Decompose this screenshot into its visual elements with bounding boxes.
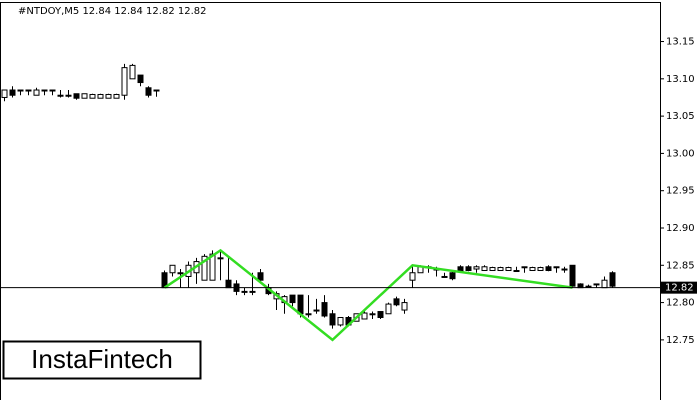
y-tick-label: 12.80 xyxy=(666,298,695,309)
candle-body xyxy=(217,257,224,260)
candle-body xyxy=(313,309,320,312)
candle-body xyxy=(73,93,80,99)
candle-body xyxy=(577,283,584,289)
candle-body xyxy=(249,290,256,293)
logo-box xyxy=(2,340,202,380)
candle-body xyxy=(241,290,248,293)
candle-body xyxy=(49,89,56,92)
candle-body xyxy=(89,93,96,99)
candle-body xyxy=(377,311,384,318)
candle-body xyxy=(505,267,512,272)
candle-body xyxy=(393,298,400,306)
candle-body xyxy=(297,294,304,315)
logo: InstaFintech xyxy=(31,344,173,374)
candle-body xyxy=(65,94,72,97)
candle-body xyxy=(569,264,576,287)
candle-body xyxy=(113,93,120,99)
candle-body xyxy=(97,93,104,99)
candle-body xyxy=(609,272,616,287)
candle-body xyxy=(465,266,472,272)
candle-body xyxy=(585,285,592,288)
candle-body xyxy=(489,267,496,272)
candle-body xyxy=(25,89,32,92)
candle-body xyxy=(121,67,128,96)
candle-body xyxy=(17,89,24,92)
candle-body xyxy=(329,313,336,326)
candle-body xyxy=(601,279,608,289)
candle-body xyxy=(441,275,448,278)
candle-body xyxy=(513,270,520,273)
chart-title: #NTDOY,M5 12.84 12.84 12.82 12.82 xyxy=(18,6,207,17)
candle-body xyxy=(145,87,152,96)
y-tick-label: 12.85 xyxy=(666,260,695,271)
candle-body xyxy=(449,272,456,280)
pattern-line xyxy=(163,248,573,342)
y-tick-label: 12.90 xyxy=(666,223,695,234)
candle-body xyxy=(169,264,176,274)
candle-body xyxy=(321,302,328,317)
candle-body xyxy=(137,74,144,84)
candle-body xyxy=(369,313,376,316)
candle-body xyxy=(305,313,312,316)
candle-body xyxy=(257,272,264,281)
candle-body xyxy=(401,302,408,311)
price-label-box xyxy=(661,281,697,294)
y-tick-label: 13.05 xyxy=(666,111,695,122)
candle-body xyxy=(9,89,16,96)
candle-body xyxy=(225,279,232,289)
candle-body xyxy=(57,94,64,97)
candle-body xyxy=(537,267,544,272)
candle-body xyxy=(153,89,160,92)
candle-body xyxy=(553,266,560,269)
candle-body xyxy=(529,267,536,272)
y-tick-label: 13.10 xyxy=(666,74,695,85)
candle-body xyxy=(209,253,216,281)
candle-body xyxy=(497,267,504,272)
candle-body xyxy=(473,266,480,270)
candle-body xyxy=(593,283,600,286)
plot-frame xyxy=(0,2,661,404)
candle-body xyxy=(105,93,112,99)
candle-body xyxy=(361,312,368,320)
candle-body xyxy=(545,266,552,272)
y-tick-label: 12.95 xyxy=(666,186,695,197)
y-tick-label: 12.75 xyxy=(666,335,695,346)
candle-body xyxy=(409,272,416,281)
y-tick-label: 13.15 xyxy=(666,37,695,48)
candle-body xyxy=(33,89,40,96)
candle-body xyxy=(177,272,184,275)
candle-body xyxy=(129,64,136,80)
candle-body xyxy=(385,303,392,315)
candle-body xyxy=(337,316,344,326)
candle-body xyxy=(201,255,208,281)
candle-body xyxy=(561,268,568,271)
price-label: 12.82 xyxy=(665,283,694,294)
candle-body xyxy=(481,266,488,272)
candle-body xyxy=(289,294,296,304)
candle-body xyxy=(41,89,48,92)
candle-body xyxy=(521,266,528,269)
candle-body xyxy=(81,93,88,99)
y-tick-label: 13.00 xyxy=(666,148,695,159)
candle-body xyxy=(1,89,8,98)
